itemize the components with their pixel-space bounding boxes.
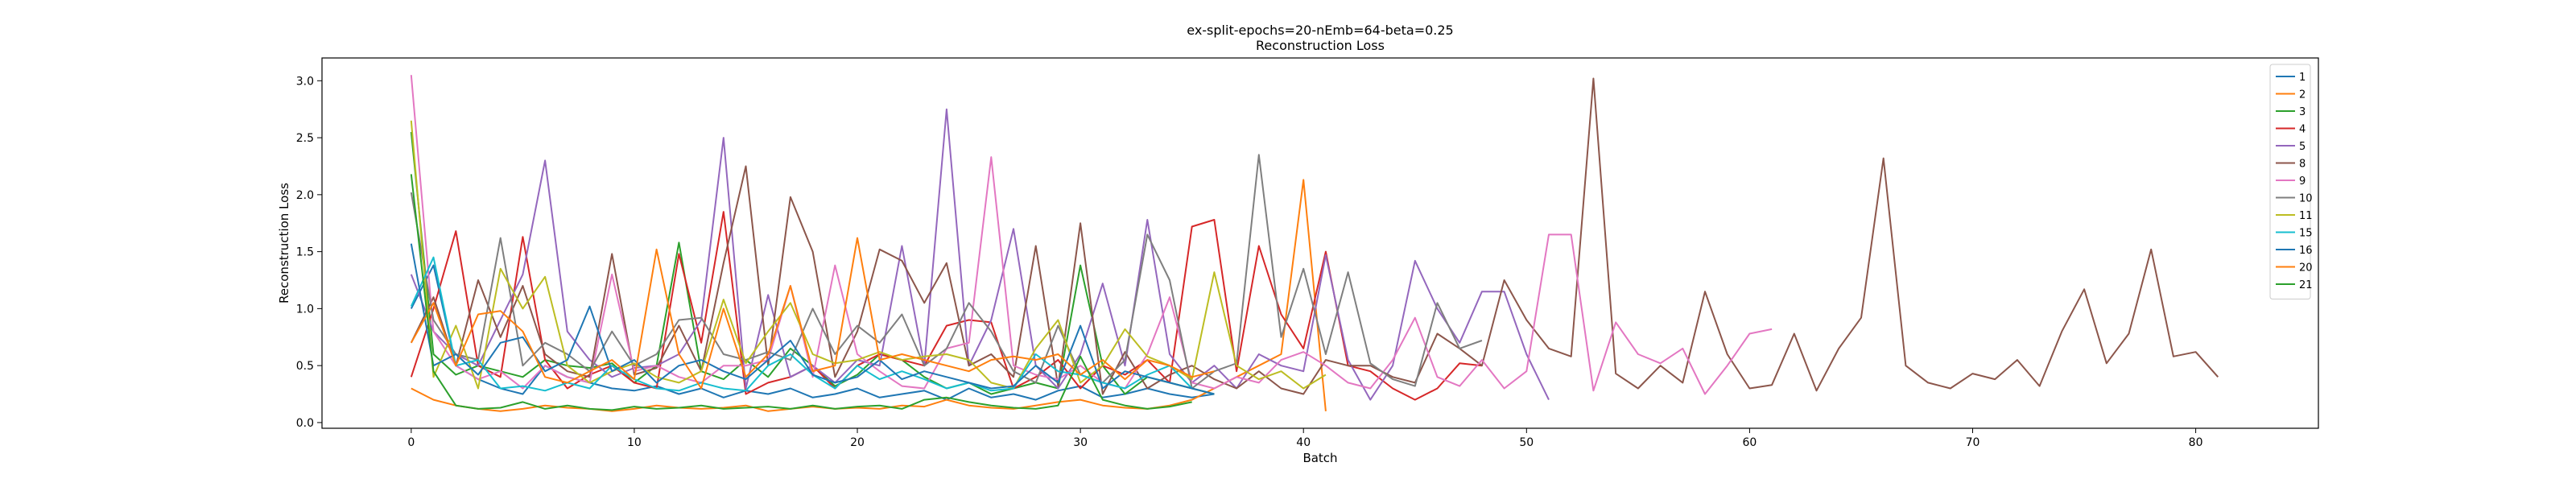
series-layer	[410, 75, 2219, 412]
y-tick-label: 1.0	[296, 303, 314, 316]
chart-title: ex-split-epochs=20-nEmb=64-beta=0.25	[1187, 23, 1453, 38]
legend-label: 9	[2299, 175, 2306, 188]
legend: 1 2 3 4 5 8 9 10 11 15 16 20 21	[2269, 64, 2313, 299]
legend-label: 3	[2299, 106, 2306, 118]
x-tick-label: 80	[2189, 436, 2203, 449]
plot-area	[321, 57, 2319, 429]
legend-label: 1	[2299, 72, 2306, 84]
series-line-21	[410, 174, 1192, 411]
legend-label: 5	[2299, 141, 2306, 153]
x-tick-label: 30	[1073, 436, 1088, 449]
legend-label: 15	[2299, 228, 2313, 240]
x-tick-label: 40	[1296, 436, 1311, 449]
series-line-2	[411, 179, 1327, 412]
series-line-9	[410, 75, 1773, 395]
y-tick-label: 0.5	[296, 360, 314, 373]
x-tick-label: 10	[627, 436, 642, 449]
plot-frame	[321, 57, 2319, 429]
legend-label: 20	[2299, 262, 2313, 275]
x-tick-label: 60	[1742, 436, 1757, 449]
x-tick-label: 50	[1519, 436, 1534, 449]
legend-label: 2	[2299, 89, 2306, 101]
legend-label: 4	[2299, 124, 2306, 136]
series-line-20	[410, 237, 1215, 390]
legend-box	[2269, 64, 2311, 299]
x-tick-label: 0	[407, 436, 415, 449]
x-axis: 0 10 20 30 40 50 60 70 80	[407, 428, 2203, 449]
legend-label: 11	[2299, 210, 2313, 222]
y-axis: 0.0 0.5 1.0 1.5 2.0 2.5 3.0	[296, 75, 322, 430]
x-tick-label: 20	[850, 436, 865, 449]
chart-subtitle: Reconstruction Loss	[1256, 38, 1385, 53]
y-tick-label: 0.0	[296, 417, 314, 430]
x-tick-label: 70	[1966, 436, 1980, 449]
y-axis-label: Reconstruction Loss	[277, 183, 291, 303]
y-tick-label: 3.0	[296, 75, 314, 88]
y-tick-label: 2.0	[296, 189, 314, 202]
legend-label: 8	[2299, 159, 2306, 171]
legend-label: 10	[2299, 193, 2313, 205]
legend-label: 16	[2299, 245, 2313, 257]
series-line-5	[410, 108, 1550, 401]
x-axis-label: Batch	[1302, 451, 1337, 465]
y-tick-label: 2.5	[296, 132, 314, 145]
series-line-16	[410, 243, 1215, 395]
y-tick-label: 1.5	[296, 246, 314, 259]
series-line-8	[410, 77, 2219, 395]
legend-label: 21	[2299, 279, 2313, 291]
